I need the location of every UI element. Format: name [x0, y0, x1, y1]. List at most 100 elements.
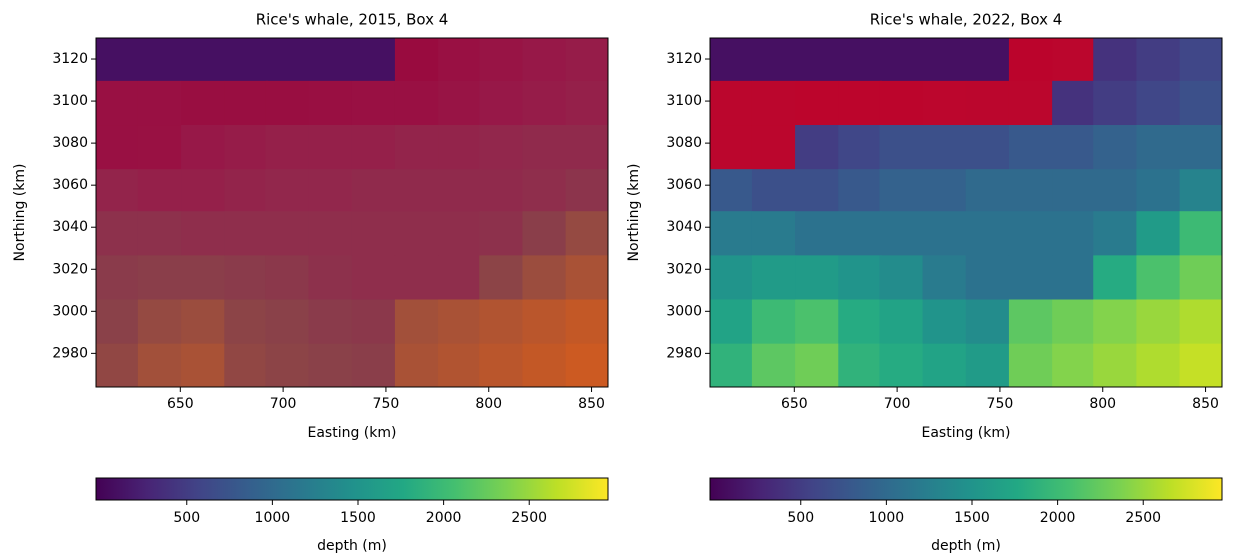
x-tick-label: 700 — [270, 396, 297, 412]
heatmap-cell — [1136, 211, 1181, 256]
heatmap-cell — [438, 255, 482, 300]
heatmap-cell — [879, 299, 924, 345]
y-tick-label: 3040 — [666, 219, 702, 235]
heatmap-cell — [181, 299, 225, 345]
heatmap-cell — [308, 169, 353, 214]
heatmap-cell — [265, 255, 310, 300]
heatmap-cell — [479, 38, 523, 82]
x-tick-label: 800 — [1089, 396, 1116, 412]
heatmap-cell — [181, 169, 225, 214]
colorbar-tick-label: 2000 — [426, 510, 462, 526]
heatmap-cell — [438, 211, 482, 256]
heatmap-cell — [438, 80, 482, 126]
heatmap-cell — [181, 343, 225, 387]
heatmap-cell — [795, 38, 839, 82]
heatmap-cell — [1008, 80, 1053, 126]
colorbar-tick-label: 2500 — [511, 510, 547, 526]
heatmap-image — [710, 38, 1222, 387]
heatmap-cell — [438, 299, 482, 345]
heatmap-cell — [181, 211, 225, 256]
colorbar — [709, 477, 1223, 501]
heatmap-cell — [394, 125, 439, 170]
x-tick-label: 750 — [373, 396, 400, 412]
heatmap-cell — [394, 255, 439, 300]
heatmap-cell — [1008, 255, 1053, 300]
heatmap-cell — [479, 255, 523, 300]
heatmap-cell — [394, 80, 439, 126]
x-axis-label: Easting (km) — [308, 425, 397, 441]
heatmap-cell — [224, 169, 268, 214]
x-tick-label: 850 — [578, 396, 605, 412]
heatmap-cell — [394, 343, 439, 387]
colorbar — [95, 477, 609, 501]
heatmap-cell — [137, 211, 182, 256]
heatmap-cell — [795, 343, 839, 387]
heatmap-cell — [1093, 343, 1137, 387]
x-axis-label: Easting (km) — [922, 425, 1011, 441]
heatmap-cell — [565, 255, 608, 300]
heatmap-cell — [137, 169, 182, 214]
heatmap-cell — [965, 343, 1010, 387]
heatmap-cell — [351, 80, 396, 126]
heatmap-cell — [1093, 80, 1137, 126]
heatmap-cell — [224, 125, 268, 170]
y-axis-label: Northing (km) — [626, 164, 642, 262]
heatmap-cell — [710, 343, 753, 387]
heatmap-cell — [265, 169, 310, 214]
x-tick-label: 750 — [987, 396, 1014, 412]
heatmap-cell — [879, 38, 924, 82]
heatmap-cell — [224, 80, 268, 126]
heatmap-cell — [751, 255, 796, 300]
heatmap-cell — [565, 211, 608, 256]
heatmap-cell — [394, 299, 439, 345]
heatmap-cell — [265, 211, 310, 256]
heatmap-cell — [795, 299, 839, 345]
heatmap-cell — [96, 211, 139, 256]
heatmap-cell — [181, 80, 225, 126]
heatmap-image — [96, 38, 608, 387]
heatmap-cell — [394, 169, 439, 214]
heatmap-cell — [1136, 299, 1181, 345]
heatmap-cell — [1093, 211, 1137, 256]
heatmap-cell — [522, 343, 567, 387]
heatmap-cell — [1093, 169, 1137, 214]
heatmap-cell — [479, 80, 523, 126]
heatmap-cell — [308, 38, 353, 82]
heatmap-cell — [1008, 38, 1053, 82]
heatmap-cell — [710, 125, 753, 170]
heatmap-cell — [308, 80, 353, 126]
heatmap-cell — [479, 169, 523, 214]
heatmap-cell — [137, 343, 182, 387]
heatmap-cell — [565, 299, 608, 345]
heatmap-cell — [1093, 38, 1137, 82]
heatmap-cell — [1052, 211, 1096, 256]
y-tick-label: 3000 — [52, 303, 88, 319]
heatmap-cell — [751, 80, 796, 126]
heatmap-cell — [479, 299, 523, 345]
heatmap-cell — [1093, 255, 1137, 300]
plot-frame — [709, 37, 1223, 388]
heatmap-cell — [351, 169, 396, 214]
heatmap-cell — [965, 125, 1010, 170]
x-tick-label: 850 — [1192, 396, 1219, 412]
heatmap-cell — [1136, 169, 1181, 214]
heatmap-cell — [308, 125, 353, 170]
heatmap-cell — [479, 125, 523, 170]
heatmap-cell — [751, 38, 796, 82]
chart-title: Rice's whale, 2022, Box 4 — [870, 11, 1063, 29]
heatmap-cell — [522, 80, 567, 126]
heatmap-cell — [565, 38, 608, 82]
heatmap-cell — [565, 80, 608, 126]
heatmap-cell — [1052, 38, 1096, 82]
heatmap-cell — [838, 125, 882, 170]
heatmap-cell — [751, 125, 796, 170]
heatmap-cell — [351, 343, 396, 387]
y-tick-label: 3040 — [52, 219, 88, 235]
heatmap-cell — [879, 343, 924, 387]
heatmap-cell — [1052, 125, 1096, 170]
heatmap-cell — [394, 211, 439, 256]
heatmap-cell — [96, 169, 139, 214]
heatmap-cell — [922, 125, 967, 170]
heatmap-cell — [522, 38, 567, 82]
colorbar-tick-label: 1000 — [255, 510, 291, 526]
